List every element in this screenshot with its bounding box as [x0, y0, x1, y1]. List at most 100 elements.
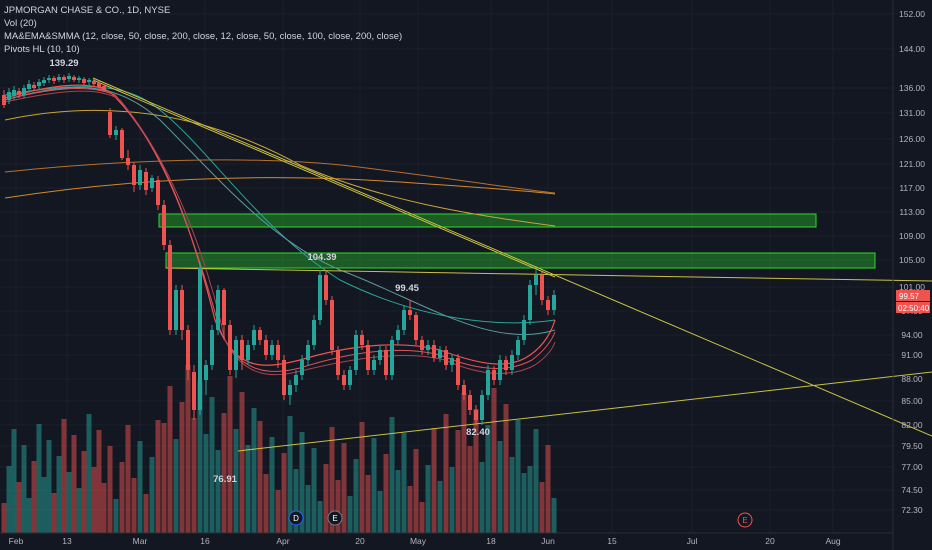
candle-body: [396, 330, 400, 340]
volume-bar: [509, 457, 515, 533]
downtrend-line-shallow[interactable]: [92, 79, 556, 278]
current-price-tag: 99.57 02:50:40: [896, 290, 930, 313]
candle-body: [198, 268, 202, 410]
candle-body: [276, 345, 280, 360]
volume-bar: [329, 427, 335, 533]
time-tick-label: Apr: [276, 536, 289, 546]
resistance-zone-upper[interactable]: [158, 213, 817, 228]
candle-body: [288, 385, 292, 395]
price-tick-label: 117.00: [899, 183, 925, 193]
candle-body: [7, 92, 11, 100]
price-axis[interactable]: 152.00 144.00 136.00 131.00 126.00 121.00 117.…: [892, 0, 925, 550]
candle-body: [426, 345, 430, 350]
candle-body: [2, 95, 6, 105]
volume-indicator-label[interactable]: Vol (20): [4, 18, 37, 29]
candle-body: [57, 77, 61, 80]
candle-body: [504, 360, 508, 370]
horizontal-resistance-line[interactable]: [165, 267, 932, 282]
volume-bar: [395, 470, 401, 533]
volume-bar: [143, 494, 149, 533]
candle-body: [540, 275, 544, 300]
volume-bar: [479, 462, 485, 533]
candle-body: [414, 315, 418, 340]
candle-body: [300, 360, 304, 375]
volume-bar: [407, 486, 413, 533]
dividend-marker[interactable]: D: [288, 510, 304, 526]
volume-bar: [461, 393, 467, 533]
volume-bar: [335, 480, 341, 533]
time-axis[interactable]: Feb 13 Mar 16 Apr 20 May 18 Jun 15 Jul 20 Aug: [0, 532, 893, 546]
candle-body: [72, 77, 76, 80]
volume-bar: [299, 432, 305, 533]
pivot-labels: 139.29 104.39 99.45 82.40 76.91: [49, 58, 489, 485]
candle-body: [534, 275, 538, 285]
time-tick-label: Jul: [687, 536, 698, 546]
candle-body: [102, 86, 106, 90]
volume-bar: [473, 409, 479, 533]
volume-bar: [11, 429, 17, 533]
time-tick-label: May: [410, 536, 427, 546]
ma-200-line: [4, 177, 556, 199]
volume-bar: [341, 443, 347, 533]
downtrend-line-steep[interactable]: [92, 77, 932, 437]
price-tick-label: 82.00: [901, 420, 923, 430]
moving-averages: [4, 84, 556, 376]
price-tick-label: 131.00: [899, 108, 925, 118]
candle-body: [32, 85, 36, 88]
pivot-label-99: 99.45: [395, 283, 419, 294]
symbol-title[interactable]: JPMORGAN CHASE & CO., 1D, NYSE: [4, 5, 171, 16]
volume-bar: [96, 430, 102, 533]
candle-body: [318, 275, 322, 320]
price-tick-label: 136.00: [899, 83, 925, 93]
time-tick-label: 20: [355, 536, 365, 546]
candle-body: [204, 365, 208, 380]
volume-bar: [46, 440, 52, 533]
volume-bar: [119, 462, 125, 533]
candle-body: [138, 170, 142, 185]
support-resistance-zones[interactable]: [158, 213, 876, 269]
candle-body: [82, 79, 86, 83]
volume-bar: [179, 402, 185, 533]
candle-body: [456, 358, 460, 385]
price-tick-label: 152.00: [899, 9, 925, 19]
volume-bar: [533, 429, 539, 533]
volume-bar: [203, 434, 209, 533]
price-tick-label: 77.00: [901, 462, 923, 472]
candle-body: [216, 290, 220, 330]
volume-bar: [353, 459, 359, 533]
volume-bar: [437, 481, 443, 533]
candle-body: [444, 350, 448, 365]
earnings-marker-future[interactable]: E: [737, 512, 753, 528]
volume-bar: [425, 465, 431, 533]
volume-bar: [36, 424, 42, 533]
ma-12-line: [4, 88, 556, 372]
event-markers[interactable]: D E E: [288, 510, 753, 528]
bar-countdown: 02:50:40: [898, 304, 930, 313]
volume-bar: [347, 496, 353, 533]
earnings-marker[interactable]: E: [327, 510, 343, 526]
volume-bars: [1, 365, 557, 533]
volume-bar: [197, 381, 203, 533]
volume-bar: [1, 503, 7, 533]
volume-bar: [359, 422, 365, 533]
candle-body: [408, 310, 412, 315]
uptrend-support-line[interactable]: [237, 371, 932, 452]
candle-body: [360, 335, 364, 345]
pivots-indicator-label[interactable]: Pivots HL (10, 10): [4, 44, 80, 55]
candle-body: [342, 375, 346, 385]
earnings-marker-label: E: [332, 514, 337, 523]
candle-body: [252, 330, 256, 345]
candle-body: [552, 295, 556, 310]
candle-body: [474, 410, 478, 420]
volume-bar: [239, 392, 245, 533]
volume-bar: [167, 386, 173, 533]
trend-lines[interactable]: [92, 77, 932, 452]
volume-bar: [66, 472, 72, 533]
volume-bar: [125, 425, 131, 533]
volume-bar: [209, 397, 215, 533]
ma-indicator-label[interactable]: MA&EMA&SMMA (12, close, 50, close, 200, …: [4, 31, 403, 42]
candle-body: [546, 300, 550, 310]
candle-body: [52, 78, 56, 81]
time-tick-label: 16: [200, 536, 210, 546]
